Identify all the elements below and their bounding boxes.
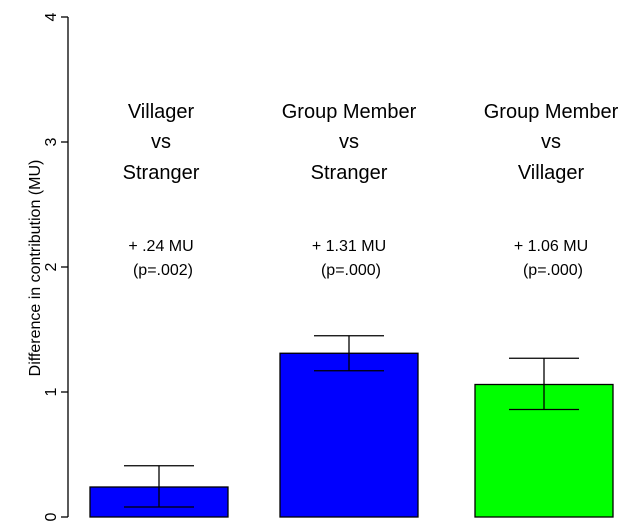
- effect-size-label: + .24 MU: [128, 238, 193, 255]
- y-tick-label: 3: [43, 137, 60, 146]
- comparison-title-line: Stranger: [311, 162, 388, 184]
- bars-group: [89, 335, 614, 518]
- comparison-title-line: Group Member: [282, 101, 417, 123]
- bar: [279, 352, 419, 518]
- p-value-label: (p=.000): [321, 262, 381, 279]
- comparison-title-line: Villager: [518, 162, 585, 184]
- y-tick-label: 1: [43, 387, 60, 396]
- comparison-title-line: vs: [339, 131, 359, 153]
- comparison-title-line: Stranger: [123, 162, 200, 184]
- comparison-title-line: Group Member: [484, 101, 619, 123]
- annotations-group: Villager vs Stranger + .24 MU (p=.002) Group …: [123, 101, 619, 279]
- y-tick-label: 0: [43, 512, 60, 521]
- comparison-title-line: vs: [541, 131, 561, 153]
- p-value-label: (p=.000): [523, 262, 583, 279]
- comparison-title-line: vs: [151, 131, 171, 153]
- effect-size-label: + 1.06 MU: [514, 238, 588, 255]
- y-axis: 0 1 2 3 4: [43, 12, 69, 521]
- y-tick-label: 4: [43, 12, 60, 21]
- comparison-title-line: Villager: [128, 101, 195, 123]
- effect-size-label: + 1.31 MU: [312, 238, 386, 255]
- y-axis-label: Difference in contribution (MU): [27, 160, 44, 377]
- p-value-label: (p=.002): [133, 262, 193, 279]
- y-tick-label: 2: [43, 262, 60, 271]
